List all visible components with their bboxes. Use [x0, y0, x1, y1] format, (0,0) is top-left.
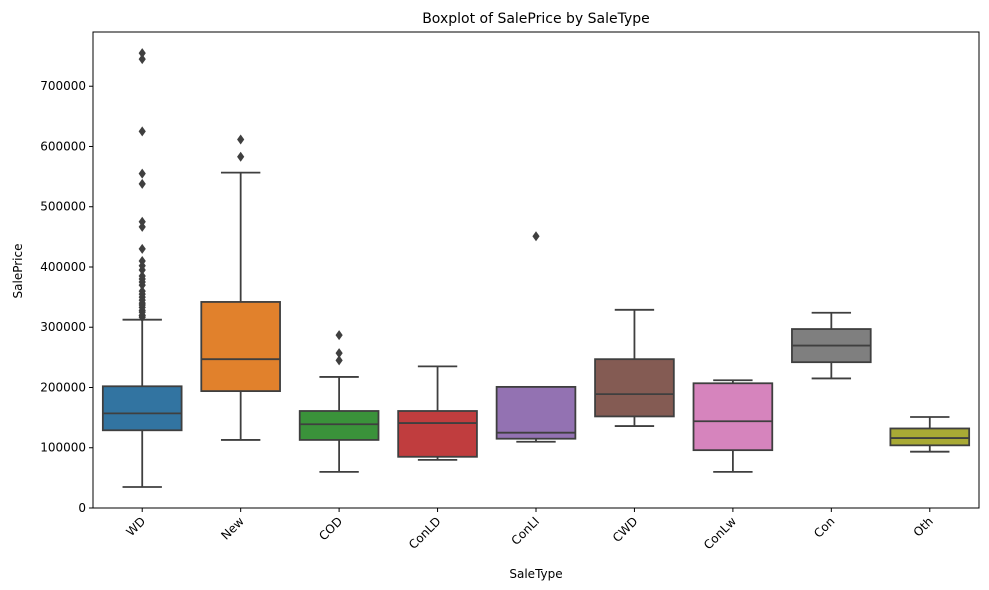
outlier-wd: [138, 221, 146, 232]
box-conli: [495, 385, 577, 440]
y-tick-label: 300000: [40, 320, 86, 334]
y-axis-label: SalePrice: [11, 244, 25, 299]
y-tick-label: 200000: [40, 380, 86, 394]
x-tick-label: Oth: [911, 514, 936, 539]
outlier-wd: [138, 286, 146, 297]
outlier-wd: [138, 243, 146, 254]
y-tick-label: 500000: [40, 200, 86, 214]
chart-title: Boxplot of SalePrice by SaleType: [422, 11, 650, 27]
outlier-cod: [335, 330, 343, 341]
box-cwd: [594, 358, 675, 418]
x-tick-label: ConLD: [406, 514, 444, 552]
x-tick-label: ConLI: [508, 514, 542, 548]
outlier-wd: [138, 255, 146, 266]
plot-frame: [92, 31, 980, 509]
outlier-wd: [138, 126, 146, 137]
box-wd: [101, 385, 183, 432]
outlier-wd: [138, 168, 146, 179]
outlier-conli: [532, 231, 540, 242]
outlier-wd: [138, 48, 146, 59]
y-tick-label: 700000: [40, 79, 86, 93]
outlier-new: [237, 151, 245, 162]
outlier-cod: [335, 348, 343, 359]
x-tick-label: ConLw: [701, 514, 739, 552]
x-axis-label: SaleType: [509, 567, 562, 581]
y-tick-label: 0: [78, 501, 86, 515]
outlier-wd: [138, 271, 146, 282]
box-conlw: [692, 382, 774, 452]
outlier-wd: [138, 54, 146, 65]
outlier-wd: [138, 178, 146, 189]
y-tick-label: 100000: [40, 441, 86, 455]
box-conld: [397, 410, 478, 458]
outlier-new: [237, 134, 245, 145]
outlier-cod: [335, 355, 343, 366]
x-tick-label: CWD: [610, 514, 641, 545]
box-oth: [889, 427, 971, 447]
x-tick-label: Con: [811, 514, 837, 540]
box-new: [200, 301, 281, 393]
x-tick-label: New: [218, 514, 247, 543]
y-tick-label: 400000: [40, 260, 86, 274]
outlier-wd: [138, 216, 146, 227]
x-tick-label: COD: [316, 514, 345, 543]
box-cod: [298, 410, 380, 441]
y-tick-label: 600000: [40, 139, 86, 153]
x-tick-label: WD: [124, 514, 149, 539]
